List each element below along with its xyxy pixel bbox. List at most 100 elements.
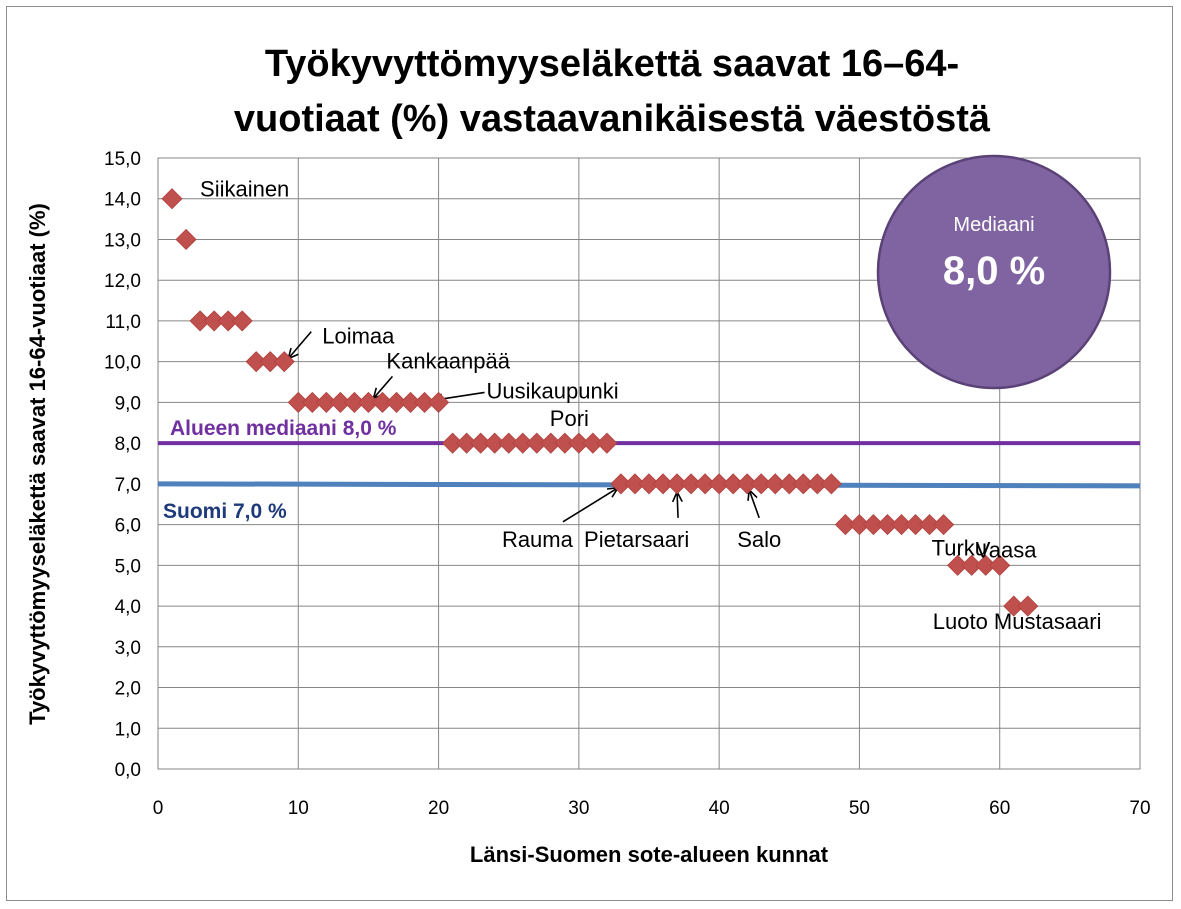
annotation-label: Loimaa: [322, 324, 395, 349]
data-point: [315, 391, 337, 413]
x-tick-label: 30: [568, 798, 589, 819]
data-point: [638, 473, 660, 495]
x-tick-label: 50: [849, 798, 870, 819]
annotation-label: Luoto Mustasaari: [933, 609, 1102, 634]
annotation-label: Salo: [737, 527, 781, 552]
data-point: [428, 391, 450, 413]
x-tick-label: 40: [709, 798, 730, 819]
data-point: [806, 473, 828, 495]
data-point: [750, 473, 772, 495]
annotation-arrow-shaft: [287, 331, 312, 360]
chart-title-line-1: Työkyvyttömyyseläkettä saavat 16–64-: [265, 43, 959, 85]
data-point: [498, 432, 520, 454]
data-point: [848, 514, 870, 536]
annotation-arrow-shaft: [372, 375, 394, 399]
data-point: [217, 310, 239, 332]
data-point: [862, 514, 885, 536]
y-tick-label: 5,0: [115, 556, 141, 577]
data-points: [161, 188, 1039, 617]
data-point: [933, 514, 955, 536]
y-axis-label: Työkyvyttömyyseläkettä saavat 16-64-vuot…: [25, 203, 50, 725]
data-point: [161, 188, 183, 210]
x-tick-label: 70: [1129, 798, 1150, 819]
data-point: [666, 473, 688, 495]
data-point: [273, 351, 295, 373]
annotation-arrow-shaft: [748, 489, 760, 519]
y-tick-label: 10,0: [104, 353, 141, 374]
x-axis-label: Länsi-Suomen sote-alueen kunnat: [470, 842, 829, 867]
data-point: [371, 391, 394, 413]
data-point: [708, 473, 730, 495]
data-point: [610, 473, 632, 495]
data-point: [540, 432, 562, 454]
data-point: [512, 432, 534, 454]
annotation-label: Rauma: [502, 527, 574, 552]
y-tick-label: 1,0: [115, 719, 141, 740]
y-tick-label: 13,0: [104, 230, 141, 251]
data-point: [357, 391, 379, 413]
data-point: [624, 473, 646, 495]
y-tick-label: 11,0: [105, 312, 141, 333]
annotation-label: Pori: [550, 406, 589, 431]
y-tick-label: 14,0: [104, 190, 141, 211]
data-point: [919, 514, 941, 536]
reference-lines: Alueen mediaani 8,0 % Suomi 7,0 %: [157, 417, 1141, 523]
data-point: [778, 473, 800, 495]
data-point: [343, 391, 365, 413]
annotation-label: Vaasa: [976, 537, 1038, 562]
data-point: [203, 310, 225, 332]
median-line-label: Alueen mediaani 8,0 %: [170, 417, 397, 440]
annotation-label: Kankaanpää: [386, 348, 510, 373]
data-point: [287, 391, 309, 413]
data-point: [456, 432, 478, 454]
data-point: [1017, 595, 1039, 617]
data-point: [568, 432, 590, 454]
data-point: [259, 351, 281, 373]
annotation-label: Siikainen: [200, 177, 289, 202]
data-point: [301, 391, 323, 413]
suomi-line-label: Suomi 7,0 %: [163, 500, 287, 523]
annotation-arrow-shaft: [676, 491, 679, 518]
x-tick-label: 20: [428, 798, 449, 819]
data-point: [470, 432, 492, 454]
data-point: [554, 432, 576, 454]
data-point: [876, 514, 899, 536]
data-point: [947, 554, 969, 576]
median-badge-label: Mediaani: [953, 214, 1034, 236]
data-point: [385, 391, 408, 413]
y-tick-label: 4,0: [115, 597, 141, 618]
median-badge-value: 8,0 %: [943, 249, 1045, 293]
data-point: [582, 432, 604, 454]
data-point: [399, 391, 422, 413]
median-badge: Mediaani 8,0 %: [876, 154, 1112, 390]
data-point: [975, 554, 997, 576]
data-point: [484, 432, 506, 454]
data-point: [175, 228, 197, 251]
data-point: [764, 473, 786, 495]
data-point: [189, 310, 211, 332]
y-tick-label: 8,0: [115, 434, 141, 455]
y-tick-label: 7,0: [115, 475, 141, 496]
median-badge-circle: [876, 154, 1112, 390]
data-point: [722, 473, 744, 495]
data-point: [596, 432, 618, 454]
data-point: [890, 514, 913, 536]
data-point: [652, 473, 674, 495]
annotation-label: Uusikaupunki: [487, 378, 619, 403]
data-point: [904, 514, 927, 536]
x-tick-label: 0: [153, 798, 164, 819]
x-tick-label: 60: [989, 798, 1010, 819]
data-point: [834, 514, 856, 536]
x-tick-labels: 0 10 20 30 40 50 60 70: [153, 798, 1151, 819]
data-point: [820, 473, 842, 495]
data-point: [961, 554, 983, 576]
data-point: [526, 432, 548, 454]
y-tick-label: 0,0: [115, 760, 141, 781]
y-tick-label: 3,0: [115, 638, 141, 659]
data-point: [329, 391, 351, 413]
x-tick-label: 10: [288, 798, 309, 819]
chart-title-line-2: vuotiaat (%) vastaavanikäisestä väestöst…: [234, 98, 991, 140]
data-point: [989, 554, 1011, 576]
